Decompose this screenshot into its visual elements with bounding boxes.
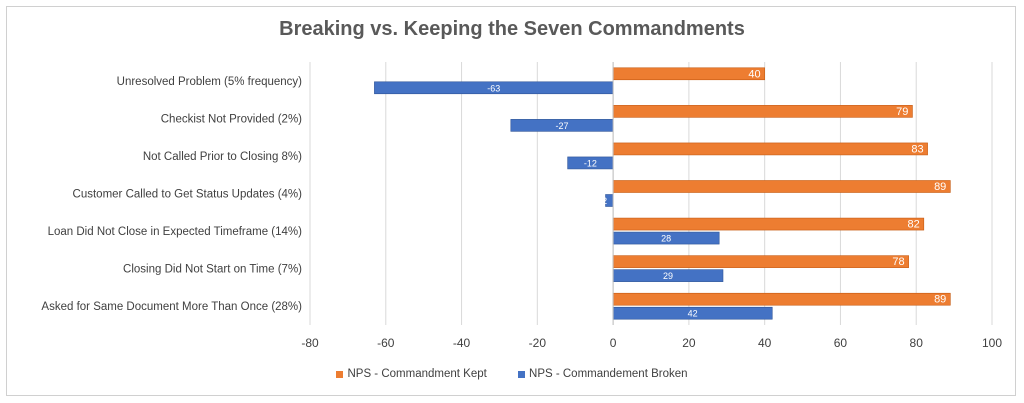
category-label: Closing Did Not Start on Time (7%) — [123, 264, 302, 276]
legend: NPS - Commandment Kept NPS - Commandemen… — [0, 368, 1024, 381]
bar-kept — [612, 105, 913, 118]
x-tick-label: 20 — [682, 336, 696, 350]
data-label-kept: 89 — [934, 181, 946, 193]
category-labels: Unresolved Problem (5% frequency) Checkis… — [41, 76, 302, 313]
legend-swatch-kept — [336, 370, 344, 378]
bar-kept — [612, 255, 909, 268]
legend-item-kept: NPS - Commandment Kept — [336, 368, 487, 380]
data-label-kept: 83 — [911, 143, 923, 155]
data-label-broken: 42 — [688, 309, 698, 319]
data-label-broken: -63 — [487, 83, 500, 93]
category-label: Checkist Not Provided (2%) — [161, 113, 302, 125]
x-tick-label: -80 — [301, 336, 319, 350]
bar-kept — [612, 292, 951, 306]
bar-kept — [612, 180, 951, 193]
bar-kept — [612, 217, 925, 231]
category-label: Unresolved Problem (5% frequency) — [117, 76, 303, 88]
data-label-kept: 89 — [934, 294, 946, 306]
x-tick-label: 0 — [610, 336, 617, 350]
category-label: Not Called Prior to Closing 8%) — [143, 151, 302, 163]
data-label-kept: 79 — [896, 106, 908, 118]
data-label-kept: 40 — [748, 68, 760, 80]
bar-kept — [612, 142, 928, 156]
category-label: Customer Called to Get Status Updates (4… — [73, 189, 303, 201]
data-label-kept: 82 — [908, 219, 920, 231]
data-label-broken: 28 — [661, 234, 671, 244]
category-label: Asked for Same Document More Than Once (… — [41, 301, 302, 313]
bars: 40 79 83 89 82 78 89 -63 -27 -12 -2 28 29 42 — [374, 62, 951, 325]
x-tick-label: 60 — [834, 336, 848, 350]
legend-label-broken: NPS - Commandement Broken — [529, 368, 688, 380]
data-label-broken: -2 — [599, 196, 607, 206]
x-tick-label: 40 — [758, 336, 772, 350]
legend-label-kept: NPS - Commandment Kept — [347, 368, 487, 380]
x-tick-label: 100 — [982, 336, 1002, 350]
x-tick-label: -40 — [453, 336, 471, 350]
chart-title: Breaking vs. Keeping the Seven Commandme… — [279, 18, 745, 40]
bar-kept — [612, 67, 765, 81]
x-tick-label: -20 — [529, 336, 547, 350]
chart-frame — [6, 6, 1016, 396]
gridlines — [309, 62, 993, 325]
data-label-broken: 29 — [663, 271, 673, 281]
category-label: Loan Did Not Close in Expected Timeframe… — [48, 226, 303, 238]
legend-item-broken: NPS - Commandement Broken — [518, 368, 688, 380]
x-tick-label: 80 — [910, 336, 924, 350]
x-tick-label: -60 — [377, 336, 395, 350]
data-label-broken: -12 — [584, 158, 597, 168]
data-label-broken: -27 — [555, 121, 568, 131]
data-label-kept: 78 — [892, 256, 904, 268]
x-tick-labels: -80 -60 -40 -20 0 20 40 60 80 100 — [301, 336, 1002, 350]
legend-swatch-broken — [518, 370, 526, 378]
